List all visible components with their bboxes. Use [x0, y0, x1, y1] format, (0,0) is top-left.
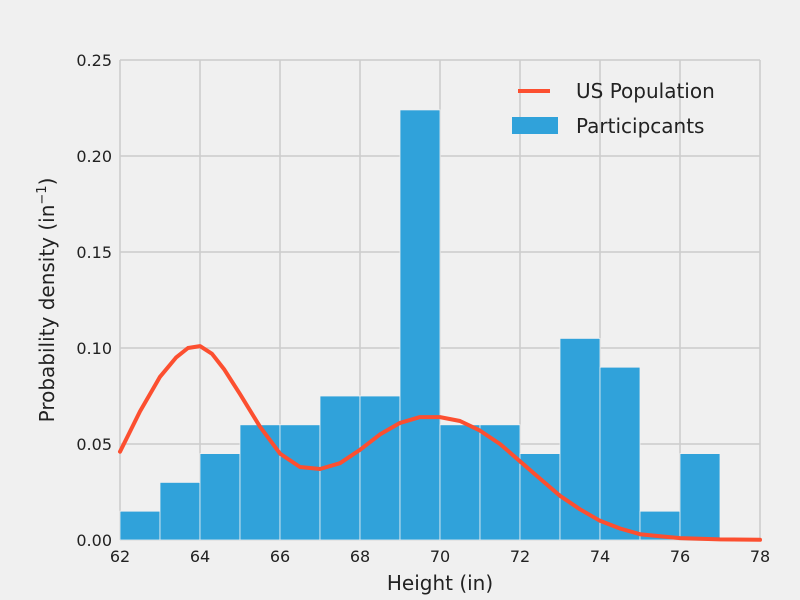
legend: US Population Participcants	[512, 79, 715, 138]
y-tick-label: 0.25	[76, 51, 112, 70]
y-tick-label: 0.10	[76, 339, 112, 358]
histogram-bar	[599, 366, 641, 541]
x-tick-label: 70	[430, 547, 450, 566]
y-tick-label: 0.20	[76, 147, 112, 166]
x-axis-label: Height (in)	[387, 571, 493, 595]
y-axis-label-text: Probability density (in	[35, 205, 59, 423]
x-tick-label: 68	[350, 547, 370, 566]
legend-line-label: US Population	[576, 79, 715, 103]
y-axis-label-close: )	[35, 178, 59, 186]
y-tick-labels: 0.00 0.05 0.10 0.15 0.20 0.25	[76, 51, 112, 550]
y-tick-label: 0.15	[76, 243, 112, 262]
us-population-line	[118, 344, 762, 542]
x-tick-label: 78	[750, 547, 770, 566]
histogram-bar	[559, 337, 601, 541]
x-tick-label: 64	[190, 547, 210, 566]
histogram-bar	[279, 424, 321, 541]
x-tick-label: 66	[270, 547, 290, 566]
y-axis-label: Probability density (in−1)	[35, 178, 59, 423]
histogram-bar	[679, 453, 721, 541]
x-tick-label: 72	[510, 547, 530, 566]
histogram-bar	[399, 109, 441, 541]
histogram-bar	[359, 395, 401, 541]
histogram-bar	[199, 453, 241, 541]
histogram-bar	[159, 481, 201, 541]
histogram-bars	[119, 109, 721, 541]
x-tick-label: 74	[590, 547, 610, 566]
legend-bar-label: Participcants	[576, 114, 704, 138]
histogram-bar	[239, 424, 281, 541]
x-tick-label: 76	[670, 547, 690, 566]
histogram-bar	[119, 510, 161, 541]
histogram-bar	[439, 424, 481, 541]
x-tick-label: 62	[110, 547, 130, 566]
x-tick-labels: 62 64 66 68 70 72 74 76 78	[110, 547, 770, 566]
legend-bar-swatch	[512, 117, 558, 134]
y-axis-label-superscript: −1	[35, 185, 50, 204]
y-tick-label: 0.05	[76, 435, 112, 454]
y-tick-label: 0.00	[76, 531, 112, 550]
